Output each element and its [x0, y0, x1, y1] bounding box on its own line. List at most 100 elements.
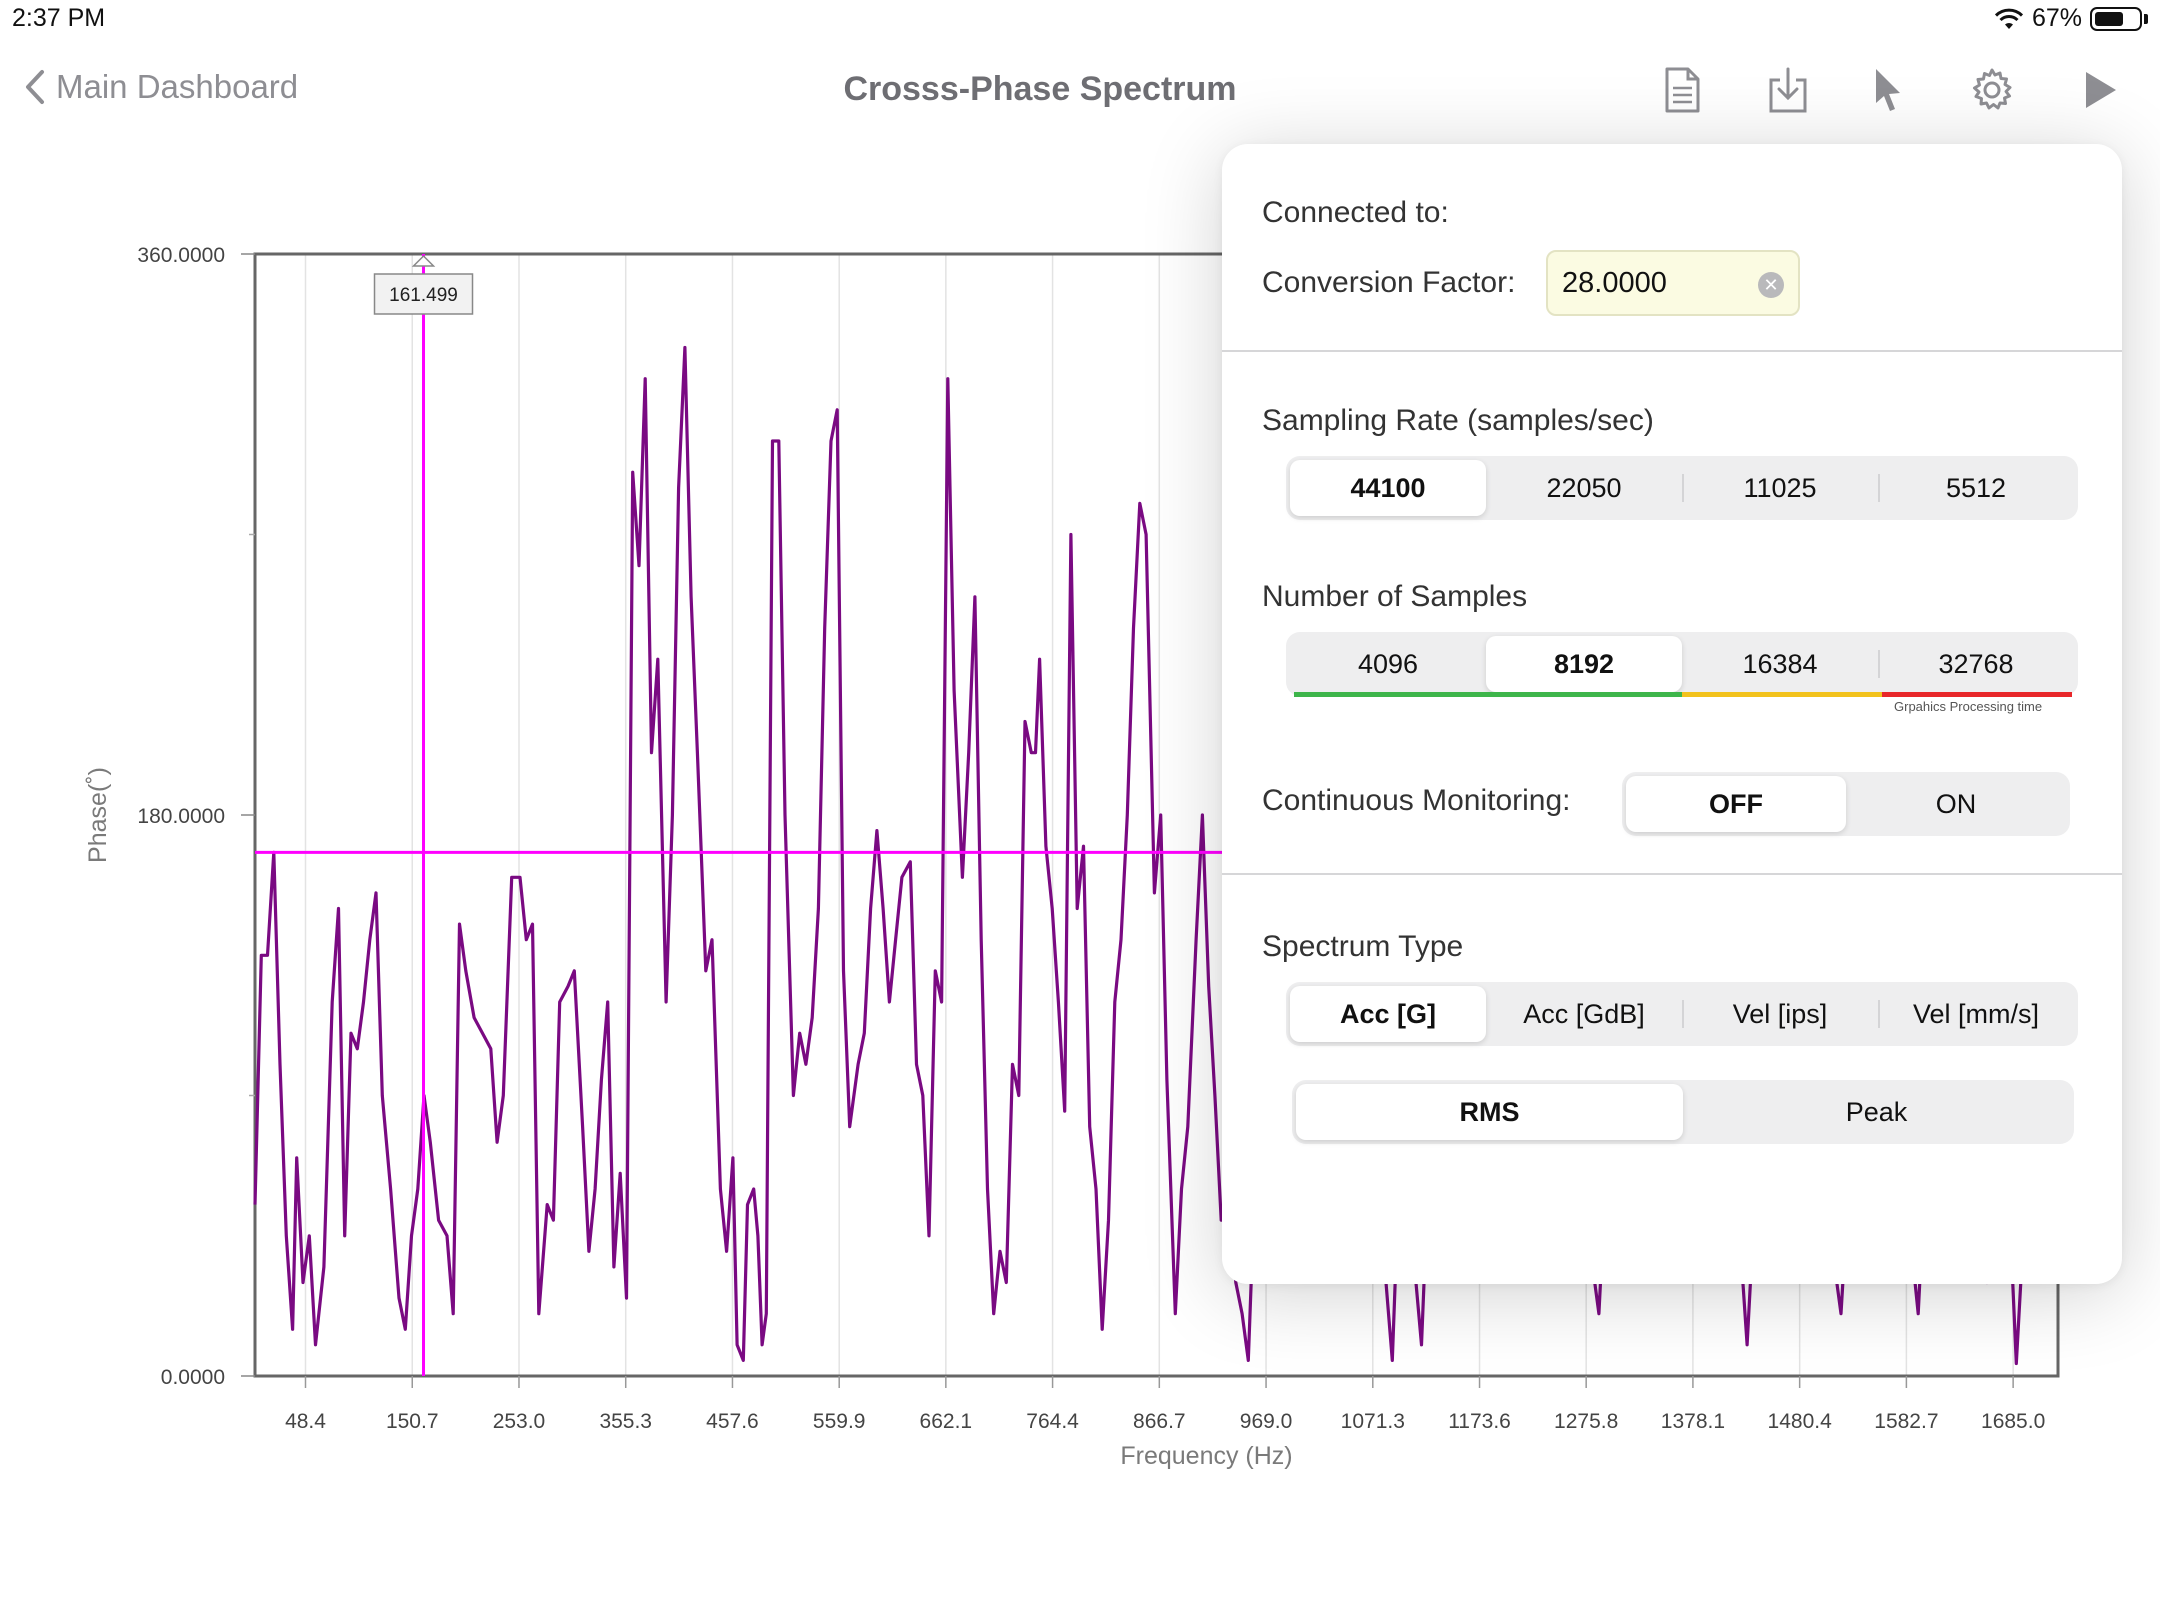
settings-button[interactable] [1966, 64, 2018, 116]
x-tick-label: 457.6 [706, 1410, 759, 1433]
cursor-icon [1876, 69, 1900, 111]
spectrum-type-option-label: Vel [mm/s] [1912, 998, 2040, 1029]
continuous-monitoring-option[interactable]: ON [1846, 776, 2066, 832]
spectrum-type-option-label: Acc [GdB] [1523, 998, 1645, 1029]
cursor-readout-box [373, 273, 474, 315]
gear-icon [1973, 68, 2012, 110]
segment-separator [1878, 1000, 1880, 1028]
battery-percent: 67% [2031, 4, 2082, 32]
spectrum-type-option[interactable]: Acc [GdB] [1486, 986, 1682, 1042]
page-title-text: Crosss-Phase Spectrum [843, 70, 1237, 108]
y-tick-label: 0.0000 [161, 1366, 225, 1389]
popover-arrow [1972, 120, 2024, 146]
clear-icon[interactable]: ✕ [1758, 272, 1784, 298]
segment-separator [1682, 474, 1684, 502]
number-of-samples-option[interactable]: 32768 [1878, 636, 2074, 692]
spectrum-type-option-label: Acc [G] [1339, 998, 1437, 1029]
sampling-rate-control: 44100 22050 11025 5512 [1286, 456, 2078, 520]
amplitude-type-option-label: Peak [1845, 1096, 1908, 1127]
battery-tip [2144, 13, 2148, 24]
x-axis-label: Frequency (Hz) [1120, 1442, 1292, 1470]
processing-meter-red [1882, 692, 2072, 697]
settings-popover: Connected to: Conversion Factor: 28.0000… [1222, 144, 2122, 1284]
spectrum-type-option[interactable]: Acc [G] [1290, 986, 1486, 1042]
amplitude-type-option[interactable]: Peak [1683, 1084, 2070, 1140]
x-tick-label: 1173.6 [1448, 1410, 1511, 1433]
chevron-left-icon [26, 70, 44, 104]
x-tick-label: 969.0 [1240, 1410, 1293, 1433]
x-tick-label: 253.0 [493, 1410, 546, 1433]
status-right: 67% [1994, 4, 2148, 33]
number-of-samples-option-label: 8192 [1553, 648, 1615, 679]
segment-separator [1878, 650, 1880, 678]
amplitude-type-option-label: RMS [1459, 1096, 1520, 1127]
y-tick-label: 180.0000 [137, 805, 225, 828]
x-tick-label: 764.4 [1026, 1410, 1079, 1433]
x-tick-label: 1480.4 [1768, 1410, 1833, 1433]
x-tick-label: 48.4 [285, 1410, 326, 1433]
number-of-samples-control: 4096 8192 16384 32768 [1286, 632, 2078, 696]
x-tick-label: 355.3 [599, 1410, 652, 1433]
divider [1222, 873, 2122, 875]
report-button[interactable] [1656, 64, 1708, 116]
sampling-rate-option-label: 22050 [1546, 472, 1622, 503]
x-tick-label: 559.9 [813, 1410, 866, 1433]
cursor-button[interactable] [1862, 64, 1914, 116]
amplitude-type-option[interactable]: RMS [1296, 1084, 1683, 1140]
export-button[interactable] [1762, 64, 1814, 116]
spectrum-type-option-label: Vel [ips] [1732, 998, 1828, 1029]
continuous-monitoring-option-label: ON [1935, 788, 1977, 819]
x-tick-label: 1071.3 [1341, 1410, 1405, 1433]
spectrum-type-option[interactable]: Vel [mm/s] [1878, 986, 2074, 1042]
sampling-rate-option-label: 11025 [1743, 472, 1817, 503]
spectrum-type-label: Spectrum Type [1262, 930, 1464, 963]
sampling-rate-option[interactable]: 44100 [1290, 460, 1486, 516]
sampling-rate-option[interactable]: 11025 [1682, 460, 1878, 516]
sampling-rate-option[interactable]: 22050 [1486, 460, 1682, 516]
battery-level [2095, 11, 2124, 26]
y-axis-label: Phase(˚) [84, 767, 112, 863]
x-tick-label: 1685.0 [1981, 1410, 2045, 1433]
processing-meter-green [1294, 692, 1682, 697]
back-button[interactable]: Main Dashboard [24, 68, 298, 106]
nav-bar: Main Dashboard Crosss-Phase Spectrum [0, 50, 2160, 130]
sampling-rate-option-label: 5512 [1945, 472, 2007, 503]
x-tick-label: 150.7 [386, 1410, 439, 1433]
spectrum-type-option[interactable]: Vel [ips] [1682, 986, 1878, 1042]
play-icon [2086, 72, 2116, 108]
continuous-monitoring-control: OFF ON [1622, 772, 2070, 836]
sampling-rate-option[interactable]: 5512 [1878, 460, 2074, 516]
amplitude-type-control: RMS Peak [1292, 1080, 2074, 1144]
status-bar: 2:37 PM 67% [0, 0, 2160, 40]
number-of-samples-option[interactable]: 4096 [1290, 636, 1486, 692]
number-of-samples-option-label: 16384 [1742, 648, 1818, 679]
conversion-factor-field[interactable]: 28.0000 ✕ [1546, 250, 1800, 316]
conversion-factor-value: 28.0000 [1562, 266, 1667, 299]
number-of-samples-option[interactable]: 8192 [1486, 636, 1682, 692]
x-tick-label: 1582.7 [1874, 1410, 1938, 1433]
number-of-samples-option[interactable]: 16384 [1682, 636, 1878, 692]
wifi-icon [1994, 8, 2024, 29]
x-tick-label: 1275.8 [1554, 1410, 1618, 1433]
segment-separator [1682, 1000, 1684, 1028]
spectrum-type-control: Acc [G] Acc [GdB] Vel [ips] Vel [mm/s] [1286, 982, 2078, 1046]
status-time: 2:37 PM [12, 4, 106, 32]
document-icon [1665, 67, 1700, 113]
y-tick-label: 360.0000 [137, 244, 225, 267]
download-icon [1769, 67, 1807, 113]
number-of-samples-option-label: 32768 [1938, 648, 2014, 679]
play-button[interactable] [2074, 64, 2126, 116]
x-tick-label: 662.1 [920, 1410, 973, 1433]
continuous-monitoring-option[interactable]: OFF [1626, 776, 1846, 832]
continuous-monitoring-option-label: OFF [1709, 788, 1763, 819]
cursor-caret [411, 254, 436, 267]
number-of-samples-option-label: 4096 [1357, 648, 1419, 679]
page-title: Crosss-Phase Spectrum [0, 70, 2160, 109]
x-tick-label: 866.7 [1133, 1410, 1186, 1433]
battery-icon [2090, 6, 2142, 31]
y-axis-ticks: 0.0000 180.0000 360.0000 [137, 244, 255, 1389]
cursor-readout: 161.499 [389, 285, 458, 306]
conversion-factor-label: Conversion Factor: [1262, 266, 1516, 299]
back-label: Main Dashboard [56, 68, 299, 105]
processing-meter-yellow [1682, 692, 1882, 697]
